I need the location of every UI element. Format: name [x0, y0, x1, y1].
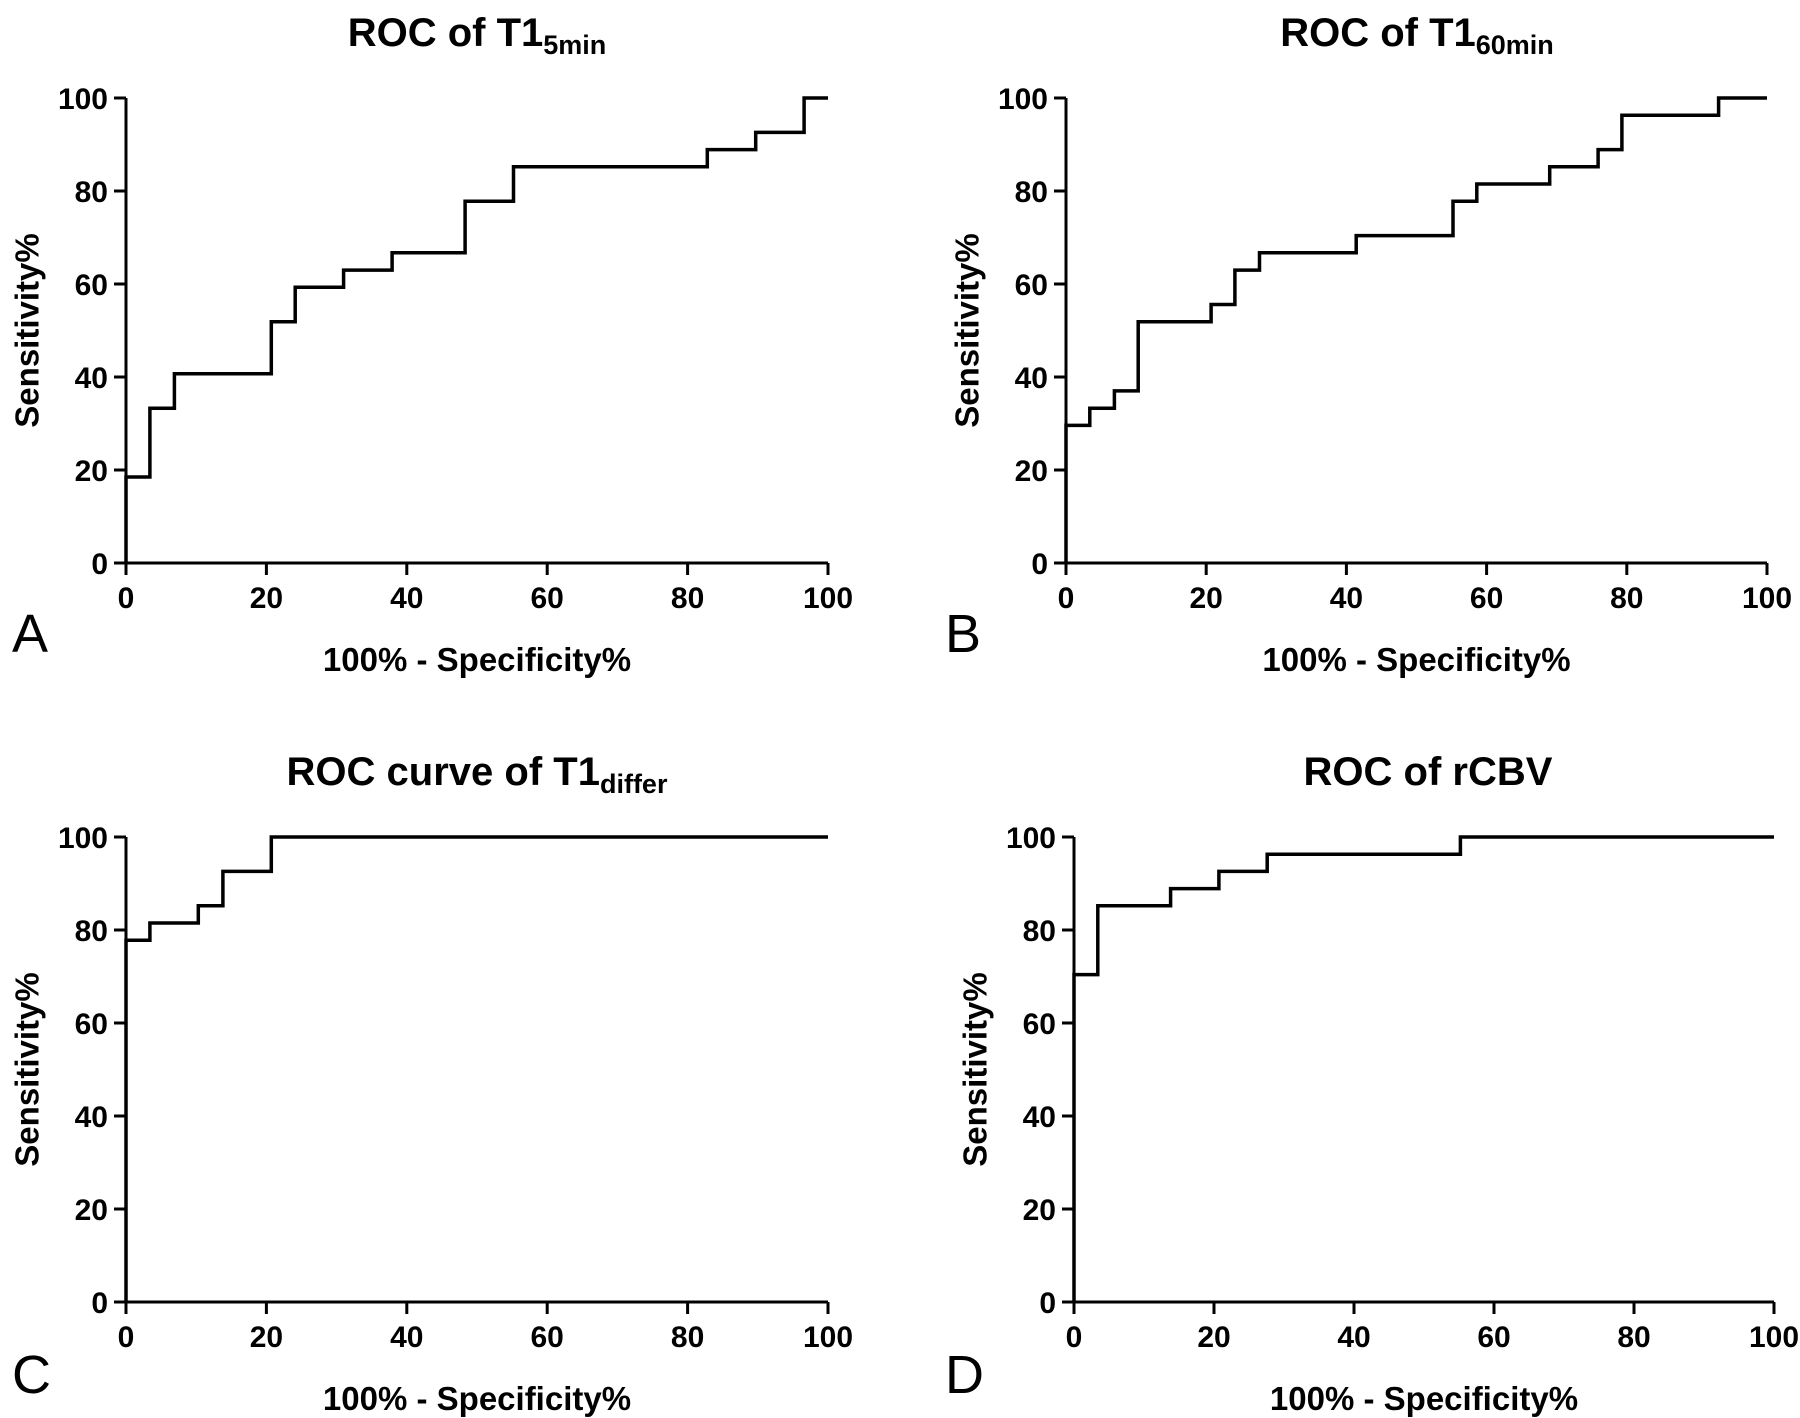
x-tick-label: 0	[1066, 1321, 1083, 1354]
y-tick-label: 80	[75, 915, 108, 948]
y-tick-label: 20	[75, 1194, 108, 1227]
panel-letter: B	[945, 604, 981, 664]
x-tick-label: 100	[1742, 582, 1792, 615]
y-tick-label: 60	[1015, 269, 1048, 302]
x-tick-label: 80	[671, 582, 704, 615]
y-tick-label: 100	[1006, 822, 1056, 855]
x-tick-label: 100	[803, 582, 853, 615]
y-tick-label: 60	[1023, 1008, 1056, 1041]
y-axis-label: Sensitivity%	[957, 972, 994, 1166]
y-tick-label: 80	[75, 176, 108, 209]
x-tick-label: 20	[1190, 582, 1223, 615]
y-tick-label: 20	[75, 455, 108, 488]
roc-curve	[1064, 96, 1767, 563]
chart-title-main: ROC of T1	[1280, 11, 1476, 55]
x-tick-label: 20	[250, 1321, 283, 1354]
chart-title: ROC of T160min	[1280, 11, 1554, 61]
y-tick-label: 100	[58, 83, 108, 116]
panel-b: ROC of T160min 0 20 40 60 80 100 0 20 40 60 80 100 10…	[945, 11, 1792, 678]
x-tick-label: 40	[390, 582, 423, 615]
y-tick-label: 60	[75, 269, 108, 302]
chart-title: ROC of rCBV	[1304, 750, 1553, 794]
y-tick-label: 100	[998, 83, 1048, 116]
panel-letter: A	[12, 604, 48, 664]
y-tick-label: 100	[58, 822, 108, 855]
y-tick-label: 0	[1039, 1287, 1056, 1320]
x-tick-label: 40	[390, 1321, 423, 1354]
y-tick-label: 40	[75, 1101, 108, 1134]
y-tick-label: 40	[1015, 362, 1048, 395]
x-tick-label: 0	[118, 582, 135, 615]
x-tick-label: 0	[1058, 582, 1075, 615]
x-tick-label: 20	[250, 582, 283, 615]
x-tick-label: 60	[531, 1321, 564, 1354]
x-tick-label: 80	[1617, 1321, 1650, 1354]
y-tick-label: 60	[75, 1008, 108, 1041]
x-tick-label: 40	[1330, 582, 1363, 615]
chart-title: ROC of T15min	[348, 11, 607, 61]
y-tick-label: 40	[75, 362, 108, 395]
panel-a: ROC of T15min 0 20 40 60 80 100 0 20 40 60 80 100 100…	[9, 11, 853, 678]
y-axis-label: Sensitivity%	[949, 233, 986, 427]
x-tick-label: 80	[1610, 582, 1643, 615]
chart-title-subscript: differ	[600, 769, 668, 799]
x-tick-label: 100	[1749, 1321, 1799, 1354]
x-axis-label: 100% - Specificity%	[1262, 641, 1570, 678]
panel-letter: C	[12, 1345, 51, 1405]
y-tick-label: 80	[1015, 176, 1048, 209]
y-tick-label: 20	[1015, 455, 1048, 488]
panel-d: ROC of rCBV 0 20 40 60 80 100 0 20 40 60 80 100 100% …	[945, 750, 1799, 1417]
x-tick-label: 80	[671, 1321, 704, 1354]
x-axis-label: 100% - Specificity%	[323, 1380, 631, 1417]
x-tick-label: 60	[1470, 582, 1503, 615]
y-axis-label: Sensitivity%	[9, 233, 46, 427]
chart-title-subscript: 60min	[1476, 30, 1554, 60]
x-tick-label: 60	[531, 582, 564, 615]
chart-title-main: ROC of rCBV	[1304, 750, 1553, 794]
x-tick-label: 100	[803, 1321, 853, 1354]
x-tick-label: 0	[118, 1321, 135, 1354]
chart-title-main: ROC of T1	[348, 11, 544, 55]
y-tick-label: 80	[1023, 915, 1056, 948]
y-axis-label: Sensitivity%	[9, 972, 46, 1166]
panel-letter: D	[945, 1345, 984, 1405]
y-tick-label: 0	[91, 1287, 108, 1320]
x-tick-label: 60	[1477, 1321, 1510, 1354]
y-tick-label: 0	[91, 548, 108, 581]
x-axis-label: 100% - Specificity%	[323, 641, 631, 678]
chart-title: ROC curve of T1differ	[287, 750, 668, 800]
x-axis-label: 100% - Specificity%	[1270, 1380, 1578, 1417]
panel-c: ROC curve of T1differ 0 20 40 60 80 100 0 20 40 60…	[9, 750, 853, 1417]
chart-title-main: ROC curve of T1	[287, 750, 600, 794]
roc-curve	[124, 835, 828, 1302]
roc-curve	[124, 96, 828, 563]
y-tick-label: 20	[1023, 1194, 1056, 1227]
y-tick-label: 40	[1023, 1101, 1056, 1134]
y-tick-label: 0	[1031, 548, 1048, 581]
x-tick-label: 40	[1337, 1321, 1370, 1354]
x-tick-label: 20	[1197, 1321, 1230, 1354]
roc-curve	[1072, 835, 1774, 1302]
chart-title-subscript: 5min	[543, 30, 606, 60]
